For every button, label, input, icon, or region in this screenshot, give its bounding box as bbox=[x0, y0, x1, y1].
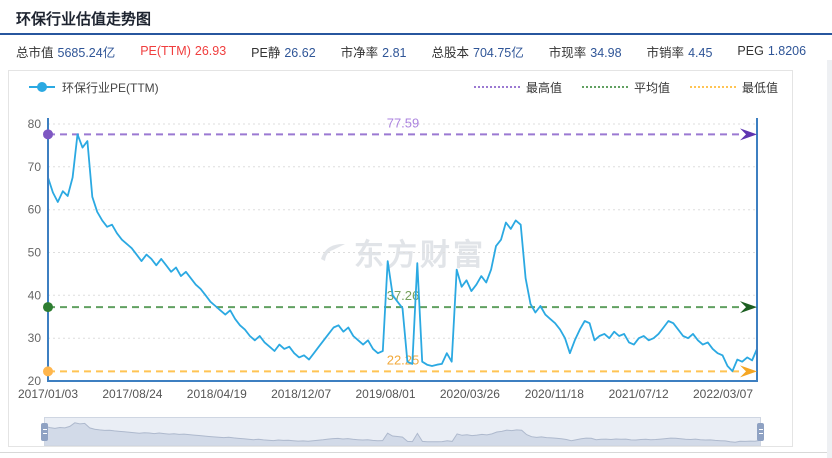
series-line-dot-icon bbox=[29, 82, 55, 92]
datazoom-shadow bbox=[45, 422, 760, 445]
datazoom-left-handle[interactable] bbox=[41, 422, 48, 441]
svg-text:2019/08/01: 2019/08/01 bbox=[355, 387, 415, 401]
svg-text:2017/08/24: 2017/08/24 bbox=[102, 387, 162, 401]
stat-pb: 市净率 2.81 bbox=[340, 45, 407, 60]
avg-dotted-line-icon bbox=[581, 86, 628, 88]
stat-total-shares: 总股本 704.75亿 bbox=[431, 45, 524, 60]
chart-legend: 环保行业PE(TTM) 最高值 平均值 最低值 bbox=[9, 71, 792, 103]
max-dotted-line-icon bbox=[473, 86, 520, 88]
page-title: 环保行业估值走势图 bbox=[16, 11, 152, 28]
bottom-divider bbox=[0, 452, 832, 453]
svg-text:2022/03/07: 2022/03/07 bbox=[693, 387, 753, 401]
svg-text:2017/01/03: 2017/01/03 bbox=[18, 387, 78, 401]
svg-text:70: 70 bbox=[28, 160, 42, 174]
pe-trend-chart[interactable]: 20 30 40 50 60 70 80 2017/01/03 2017/08/24 2018/0… bbox=[9, 104, 792, 406]
stats-bar: 总市值 5685.24亿 PE(TTM) 26.93 PE静 26.62 市净率 2.8… bbox=[16, 41, 822, 61]
svg-text:50: 50 bbox=[28, 246, 42, 260]
legend-item-series[interactable]: 环保行业PE(TTM) bbox=[29, 79, 159, 96]
stat-peg: PEG 1.8206 bbox=[737, 44, 807, 58]
stat-ps: 市销率 4.45 bbox=[646, 45, 713, 60]
svg-text:30: 30 bbox=[28, 331, 42, 345]
svg-text:20: 20 bbox=[28, 374, 42, 388]
chart-panel: 环保行业PE(TTM) 最高值 平均值 最低值 20 30 40 50 60 70 80 20… bbox=[8, 70, 793, 447]
legend-min-label: 最低值 bbox=[741, 80, 778, 95]
legend-item-max[interactable]: 最高值 bbox=[473, 79, 562, 96]
header-divider bbox=[0, 33, 832, 35]
legend-item-min[interactable]: 最低值 bbox=[689, 79, 778, 96]
stat-pe-ttm: PE(TTM) 26.93 bbox=[140, 44, 227, 58]
stat-total-market-cap: 总市值 5685.24亿 bbox=[16, 45, 116, 60]
svg-text:2021/07/12: 2021/07/12 bbox=[609, 387, 669, 401]
legend-avg-label: 平均值 bbox=[633, 80, 670, 95]
legend-ref-group: 最高值 平均值 最低值 bbox=[473, 79, 778, 96]
page-scrollbar[interactable] bbox=[827, 60, 832, 458]
svg-text:2018/04/19: 2018/04/19 bbox=[187, 387, 247, 401]
min-dotted-line-icon bbox=[689, 86, 736, 88]
watermark-logo-icon bbox=[321, 243, 345, 261]
stat-pe-static: PE静 26.62 bbox=[251, 45, 316, 60]
legend-item-avg[interactable]: 平均值 bbox=[581, 79, 670, 96]
datazoom-right-handle[interactable] bbox=[757, 422, 764, 441]
svg-text:22.25: 22.25 bbox=[387, 352, 420, 367]
svg-text:60: 60 bbox=[28, 203, 42, 217]
svg-text:2020/03/26: 2020/03/26 bbox=[440, 387, 500, 401]
legend-max-label: 最高值 bbox=[525, 80, 562, 95]
stat-pcf: 市现率 34.98 bbox=[548, 45, 622, 60]
legend-series-label: 环保行业PE(TTM) bbox=[62, 80, 159, 95]
svg-text:2020/11/18: 2020/11/18 bbox=[525, 387, 584, 401]
svg-text:77.59: 77.59 bbox=[387, 115, 420, 130]
svg-text:40: 40 bbox=[28, 288, 42, 302]
svg-text:2018/12/07: 2018/12/07 bbox=[271, 387, 331, 401]
datazoom-slider[interactable] bbox=[41, 417, 764, 446]
watermark: 东方财富 bbox=[318, 230, 486, 274]
svg-text:80: 80 bbox=[28, 117, 42, 131]
